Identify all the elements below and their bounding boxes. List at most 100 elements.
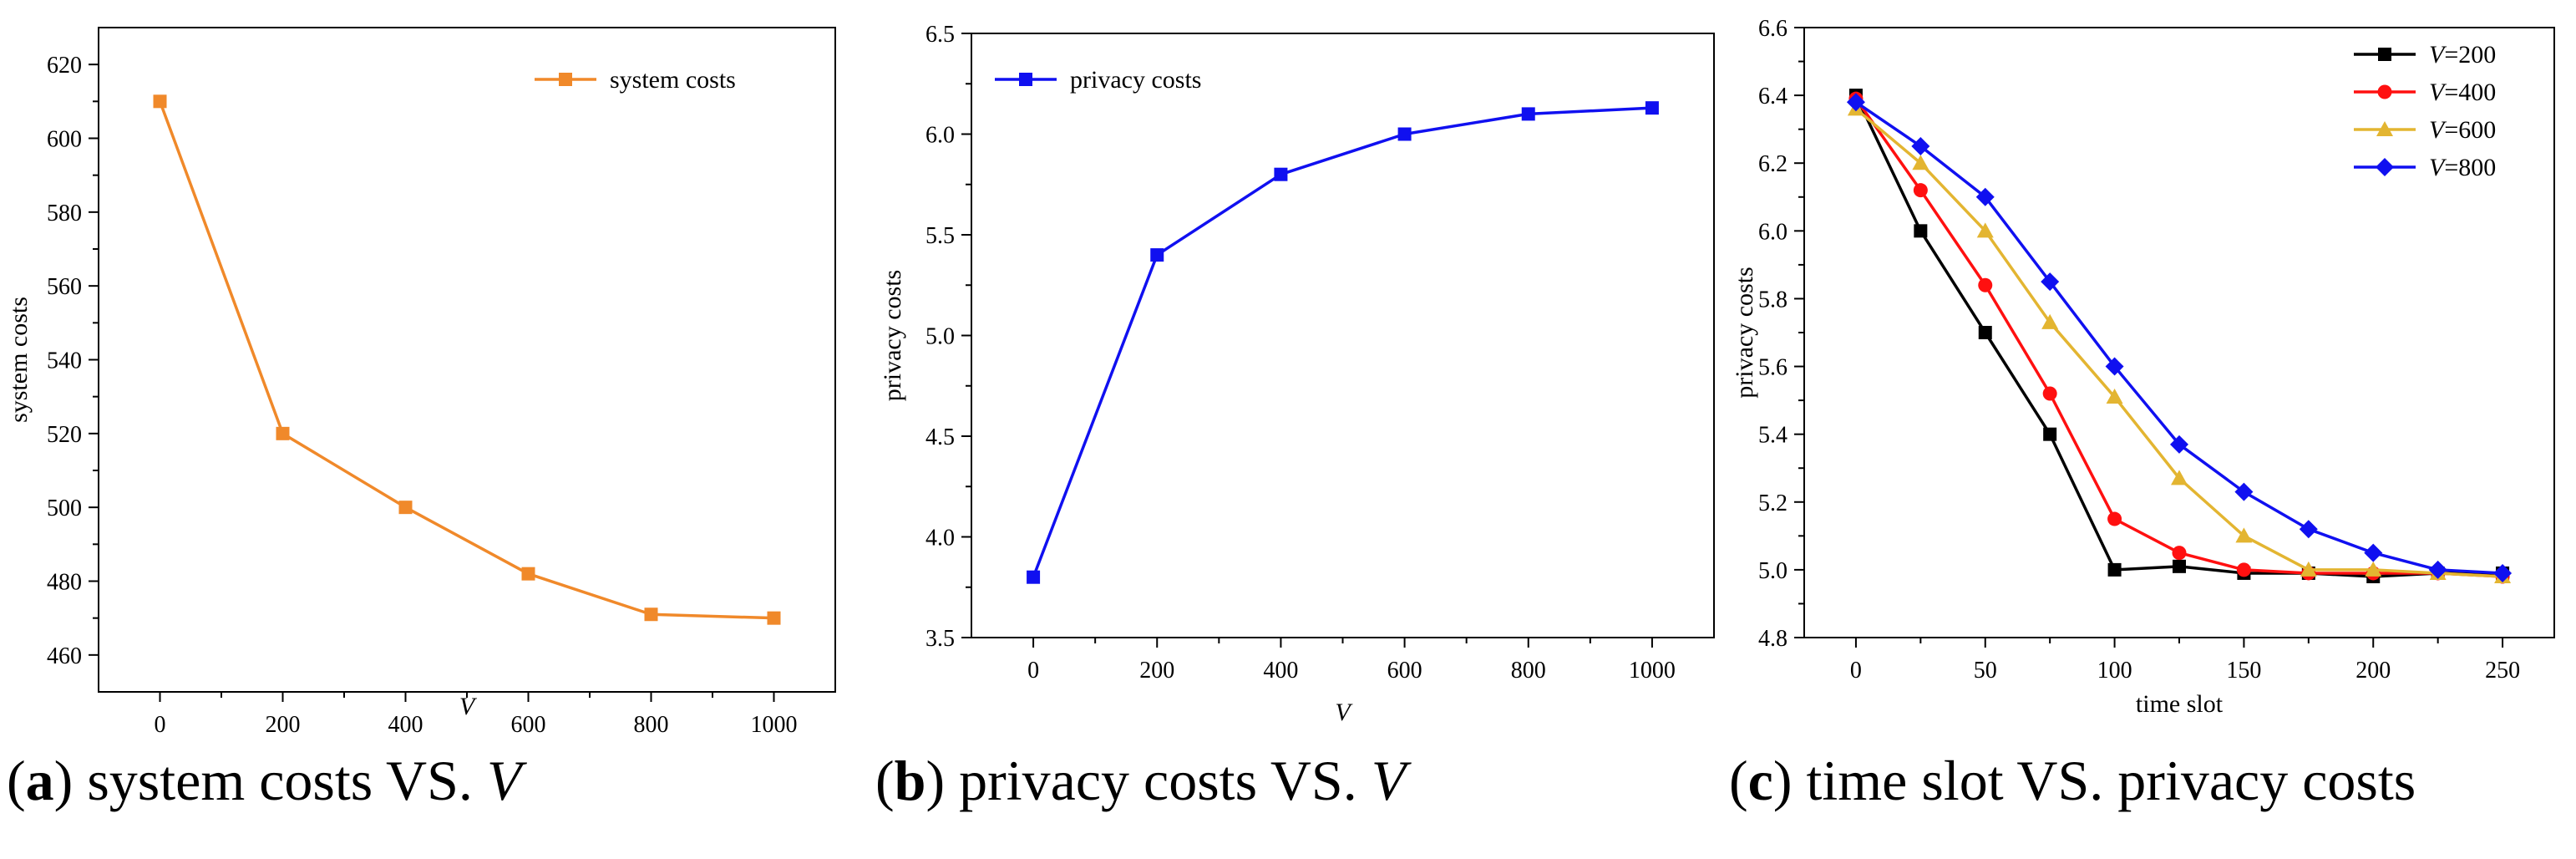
data-point [1913, 183, 1928, 198]
data-point [1521, 107, 1535, 121]
data-point [1912, 155, 1929, 170]
y-tick-label: 480 [47, 570, 82, 596]
caption-b-tag: b [894, 749, 926, 812]
data-point [2042, 386, 2057, 401]
x-tick-label: 400 [388, 712, 423, 738]
legend: privacy costs [995, 66, 1201, 94]
x-tick-label: 250 [2485, 658, 2520, 684]
data-point [1914, 224, 1928, 238]
data-point [1397, 127, 1412, 141]
legend-marker [2378, 48, 2391, 61]
data-point [2365, 561, 2382, 577]
data-point [1846, 93, 1865, 112]
x-tick-label: 200 [1139, 658, 1174, 684]
y-tick-label: 6.4 [1758, 84, 1787, 109]
y-tick-label: 500 [47, 496, 82, 521]
data-point [2493, 563, 2513, 582]
y-tick-label: 3.5 [925, 626, 955, 652]
series-line-0 [158, 100, 774, 620]
legend-marker [1019, 73, 1032, 86]
y-tick-label: 5.5 [925, 223, 955, 249]
caption-a-text: system costs VS. [87, 749, 473, 812]
x-tick-label: 100 [2097, 658, 2132, 684]
data-point [153, 94, 167, 109]
caption-c: (c) time slot VS. privacy costs [1729, 749, 2416, 812]
data-point [1911, 136, 1930, 155]
data-point [2170, 435, 2188, 454]
x-tick-label: 0 [1027, 658, 1039, 684]
plot-frame [98, 27, 836, 693]
y-tick-label: 6.2 [1758, 151, 1787, 177]
data-point [1027, 570, 1041, 584]
y-tick-label: 4.0 [925, 526, 955, 551]
data-point [2172, 546, 2187, 561]
x-tick-label: 400 [1263, 658, 1298, 684]
caption-c-tag: c [1747, 749, 1773, 812]
y-tick-label: 620 [47, 53, 82, 79]
y-axis-label: privacy costs [879, 270, 906, 401]
y-tick-label: 5.8 [1758, 287, 1787, 313]
y-tick-label: 5.4 [1758, 423, 1787, 449]
y-tick-label: 560 [47, 274, 82, 300]
legend-marker [2376, 158, 2394, 176]
x-tick-label: 150 [2226, 658, 2261, 684]
x-axis-label: V [1335, 699, 1353, 726]
caption-b-var: V [1371, 749, 1407, 812]
caption-c-text: time slot VS. privacy costs [1806, 749, 2416, 812]
data-point [2300, 561, 2317, 577]
data-point [1975, 187, 1995, 206]
data-point [2107, 562, 2122, 577]
data-point [1978, 326, 1992, 339]
x-tick-label: 200 [2355, 658, 2391, 684]
caption-a-tag: a [25, 749, 54, 812]
data-point [521, 567, 535, 581]
y-tick-label: 5.0 [925, 324, 955, 350]
legend-marker [559, 73, 572, 86]
y-tick-label: 5.0 [1758, 558, 1787, 584]
x-tick-label: 600 [1387, 658, 1422, 684]
x-tick-label: 200 [266, 712, 301, 738]
legend-label: V=200 [2429, 41, 2496, 69]
caption-b-text: privacy costs VS. [959, 749, 1357, 812]
legend: V=200 V=400 V=600 V=800 [2354, 41, 2496, 181]
data-point [398, 501, 413, 515]
series-line-2 [1854, 107, 2503, 578]
y-tick-label: 6.0 [925, 123, 955, 149]
y-tick-label: 5.6 [1758, 355, 1787, 381]
legend-marker [2377, 84, 2392, 99]
y-tick-label: 600 [47, 127, 82, 153]
y-tick-label: 540 [47, 348, 82, 374]
caption-a: (a) system costs VS. V [7, 749, 522, 812]
data-point [2041, 272, 2060, 292]
legend-label: system costs [610, 66, 736, 94]
y-tick-label: 6.0 [1758, 219, 1787, 245]
legend-label: V=800 [2429, 154, 2496, 181]
y-tick-label: 580 [47, 201, 82, 226]
y-tick-label: 460 [47, 643, 82, 669]
x-axis-label: time slot [2136, 690, 2224, 718]
chart-panel-2: 0 50 100 150 200 250 4.8 5.0 5.2 5.4 5.6 5.8 6.0 6.2 6… [1731, 16, 2555, 718]
data-point [2173, 559, 2186, 573]
data-point [2041, 313, 2059, 329]
y-tick-label: 520 [47, 422, 82, 448]
chart-panel-1: 0 200 400 600 800 1000 3.5 4.0 4.5 5.0 5.5 6.0 6.5 Vp… [879, 22, 1715, 726]
data-point [1645, 101, 1659, 115]
caption-a-var: V [486, 749, 522, 812]
data-point [2235, 527, 2253, 543]
data-point [2106, 389, 2123, 404]
plot-frame [971, 33, 1715, 638]
y-axis-label: system costs [5, 297, 33, 423]
data-point [2043, 427, 2057, 441]
x-tick-label: 0 [155, 712, 166, 738]
y-tick-label: 4.5 [925, 424, 955, 450]
series-line-0 [1032, 106, 1653, 578]
chart-panel-0: 0 200 400 600 800 1000 460 480 500 520 540 560 580 60… [5, 27, 836, 738]
data-point [1978, 277, 1993, 292]
y-tick-label: 5.2 [1758, 490, 1787, 516]
x-tick-label: 50 [1974, 658, 1997, 684]
y-axis-label: privacy costs [1731, 267, 1758, 398]
legend-label: V=400 [2429, 79, 2496, 106]
y-tick-label: 6.6 [1758, 16, 1787, 42]
legend-label: V=600 [2429, 116, 2496, 144]
